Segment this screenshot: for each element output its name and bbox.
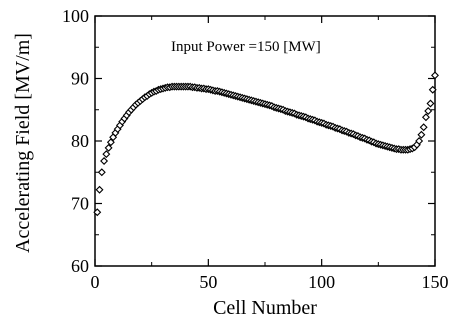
y-tick-label: 90 — [71, 69, 89, 89]
data-point — [417, 130, 426, 139]
data-point — [428, 85, 437, 94]
tick-labels: 0 50 100 150 60 70 80 90 100 — [62, 6, 449, 292]
x-tick-label: 50 — [199, 272, 217, 292]
data-point — [102, 150, 111, 159]
y-tick-label: 80 — [71, 131, 89, 151]
ticks — [94, 15, 436, 267]
x-axis-title: Cell Number — [213, 297, 317, 319]
y-tick-label: 70 — [71, 194, 89, 214]
x-tick-label: 0 — [91, 272, 100, 292]
data-point — [100, 157, 109, 165]
x-tick-label: 100 — [308, 272, 335, 292]
data-point — [93, 208, 102, 217]
data-point — [424, 107, 433, 115]
data-point — [421, 113, 430, 122]
data-point — [426, 99, 435, 108]
data-point — [97, 168, 106, 177]
data-markers — [93, 71, 439, 217]
data-point — [106, 138, 115, 147]
data-point — [431, 71, 439, 80]
y-tick-label: 100 — [62, 6, 89, 26]
annotation: Input Power =150 [MW] — [171, 39, 321, 55]
data-point — [415, 137, 424, 145]
y-axis-title: Accelerating Field [MV/m] — [12, 33, 34, 253]
data-point — [95, 185, 104, 194]
y-tick-label: 60 — [71, 256, 89, 276]
data-point — [419, 123, 428, 132]
x-tick-label: 150 — [422, 272, 449, 292]
data-point — [104, 143, 113, 152]
